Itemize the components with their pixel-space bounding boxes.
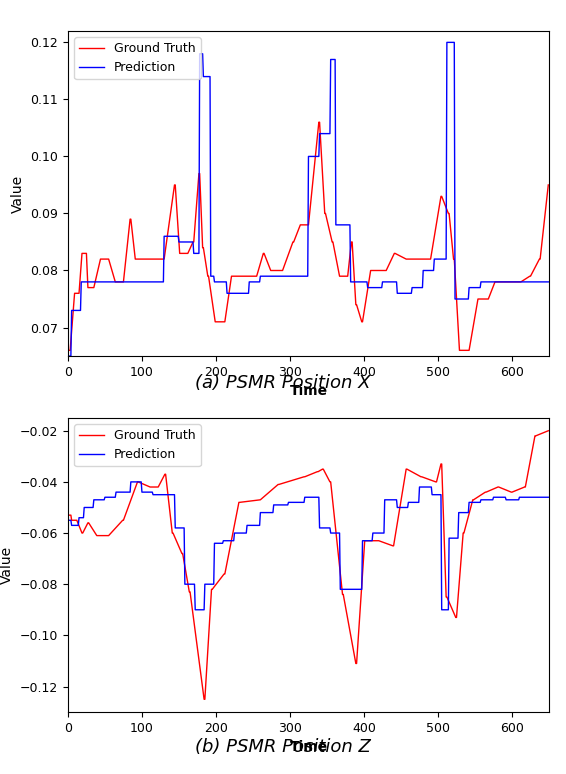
Ground Truth: [545, 180, 552, 190]
Prediction: [127, 478, 134, 487]
Prediction: [545, 277, 552, 286]
Prediction: [443, 605, 449, 615]
Line: Ground Truth: Ground Truth: [68, 431, 548, 699]
Ground Truth: [65, 346, 71, 355]
Prediction: [65, 351, 71, 361]
Prediction: [444, 38, 451, 47]
Ground Truth: [442, 570, 449, 580]
Ground Truth: [442, 201, 449, 211]
Prediction: [441, 255, 448, 264]
Prediction: [374, 529, 381, 538]
Prediction: [398, 289, 405, 298]
Y-axis label: Value: Value: [11, 174, 25, 213]
Prediction: [372, 283, 379, 293]
Prediction: [405, 289, 412, 298]
Prediction: [192, 605, 199, 615]
Prediction: [305, 492, 311, 502]
Text: (b) PSMR Position Z: (b) PSMR Position Z: [195, 738, 371, 756]
X-axis label: Time: Time: [289, 385, 328, 399]
Prediction: [65, 515, 71, 525]
Ground Truth: [406, 466, 413, 475]
Prediction: [406, 498, 413, 507]
Ground Truth: [192, 632, 199, 642]
Line: Prediction: Prediction: [68, 482, 548, 610]
Text: (a) PSMR Position X: (a) PSMR Position X: [195, 374, 371, 392]
Ground Truth: [373, 536, 380, 546]
Ground Truth: [201, 694, 208, 704]
Legend: Ground Truth, Prediction: Ground Truth, Prediction: [74, 37, 201, 80]
X-axis label: Time: Time: [289, 741, 328, 755]
Prediction: [545, 492, 552, 502]
Ground Truth: [192, 208, 199, 217]
Ground Truth: [315, 118, 322, 127]
Prediction: [400, 503, 406, 512]
Ground Truth: [65, 511, 71, 520]
Prediction: [303, 272, 310, 281]
Prediction: [194, 605, 201, 615]
Ground Truth: [303, 221, 310, 230]
Ground Truth: [303, 471, 310, 481]
Line: Prediction: Prediction: [68, 43, 548, 356]
Ground Truth: [406, 255, 413, 264]
Ground Truth: [545, 426, 552, 436]
Ground Truth: [399, 487, 406, 496]
Prediction: [192, 248, 199, 258]
Ground Truth: [373, 265, 380, 275]
Legend: Ground Truth, Prediction: Ground Truth, Prediction: [74, 424, 201, 467]
Ground Truth: [399, 252, 406, 262]
Line: Ground Truth: Ground Truth: [68, 122, 548, 351]
Y-axis label: Value: Value: [0, 546, 14, 584]
